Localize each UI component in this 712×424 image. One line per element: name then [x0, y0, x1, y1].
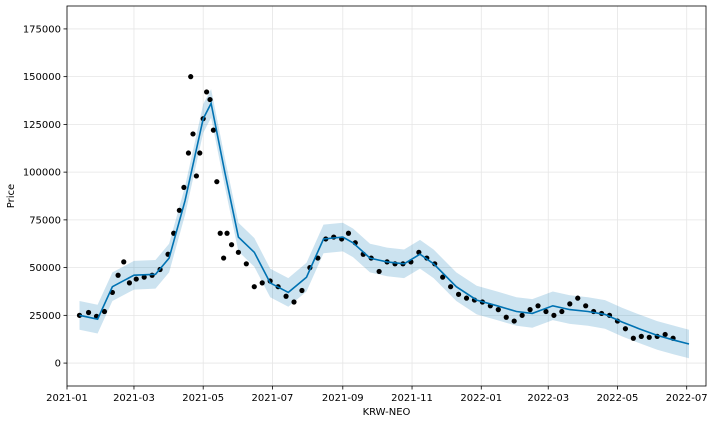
x-tick-label: 2021-11	[391, 393, 433, 404]
observed-point	[535, 303, 541, 309]
observed-point	[662, 331, 668, 338]
observed-point	[188, 74, 194, 80]
observed-point	[527, 307, 533, 313]
y-tick-label: 175000	[23, 24, 61, 35]
observed-point	[204, 89, 210, 95]
observed-point	[181, 184, 187, 191]
observed-point	[495, 307, 501, 313]
observed-point	[630, 335, 636, 341]
observed-point	[133, 276, 139, 282]
observed-point	[197, 150, 203, 156]
observed-point	[440, 274, 446, 280]
x-tick-label: 2022-05	[597, 393, 639, 404]
observed-point	[141, 274, 147, 280]
observed-point	[76, 312, 83, 318]
observed-point	[376, 268, 382, 275]
x-tick-label: 2021-07	[252, 393, 294, 404]
observed-point	[224, 230, 230, 236]
x-axis-ticks: 2021-01 2021-03 2021-05 2021-07 2021-09 2021-…	[46, 386, 708, 404]
forecast-line-path	[79, 101, 690, 345]
y-tick-label: 125000	[23, 120, 61, 131]
observed-point	[315, 255, 321, 261]
observed-point	[185, 150, 192, 156]
observed-point	[622, 326, 629, 332]
observed-point	[551, 312, 557, 318]
observed-point	[176, 207, 182, 213]
observed-point	[221, 255, 227, 261]
observed-point	[519, 312, 525, 318]
y-axis-label: Price	[6, 184, 17, 208]
observed-point	[251, 284, 257, 290]
observed-point	[559, 308, 565, 315]
y-tick-label: 150000	[23, 72, 61, 83]
x-tick-label: 2021-01	[46, 393, 88, 404]
x-tick-label: 2022-07	[666, 393, 708, 404]
observed-point	[543, 308, 549, 315]
observed-point	[299, 287, 305, 294]
x-tick-label: 2021-03	[113, 393, 155, 404]
observed-point	[646, 334, 652, 340]
y-tick-label: 0	[55, 359, 61, 370]
observed-point	[638, 333, 644, 339]
observed-point	[214, 179, 220, 185]
observed-point	[575, 295, 581, 301]
plot-frame	[66, 5, 707, 387]
observed-point	[455, 291, 462, 297]
observed-point	[101, 308, 108, 315]
observed-point	[503, 314, 509, 320]
observed-point	[567, 301, 573, 307]
observed-point	[190, 131, 196, 137]
x-tick-label: 2022-01	[460, 393, 502, 404]
uncertainty-band	[79, 89, 689, 359]
x-axis-label: KRW-NEO	[363, 407, 411, 418]
observed-point	[235, 249, 241, 255]
y-tick-label: 75000	[29, 215, 61, 226]
observed-point	[121, 259, 127, 265]
observed-point	[228, 242, 235, 248]
observed-point	[448, 284, 454, 290]
observed-point	[511, 318, 517, 324]
observed-point	[345, 230, 352, 236]
x-tick-label: 2021-09	[322, 393, 364, 404]
y-axis-ticks: 0 25000 50000 75000 100000 125000 150000 175000	[23, 24, 67, 370]
observed-point	[126, 280, 133, 286]
observed-point	[291, 299, 297, 305]
observed-point	[207, 96, 213, 103]
y-tick-label: 50000	[29, 263, 61, 274]
observed-point	[432, 261, 438, 267]
x-tick-label: 2021-05	[182, 393, 224, 404]
observed-point	[259, 280, 265, 286]
observed-point	[115, 272, 121, 278]
observed-point	[583, 303, 589, 309]
observed-point	[210, 127, 217, 133]
observed-point	[217, 230, 223, 236]
observed-point	[193, 173, 199, 179]
x-tick-label: 2022-03	[527, 393, 569, 404]
y-tick-label: 25000	[29, 311, 61, 322]
y-tick-label: 100000	[23, 168, 61, 179]
observed-point	[85, 309, 92, 316]
observed-point	[283, 293, 289, 299]
observed-point	[243, 261, 249, 267]
grid-lines	[66, 6, 706, 386]
observed-point	[463, 295, 470, 301]
forecast-line	[79, 101, 690, 345]
uncertainty-band-area	[79, 89, 689, 359]
